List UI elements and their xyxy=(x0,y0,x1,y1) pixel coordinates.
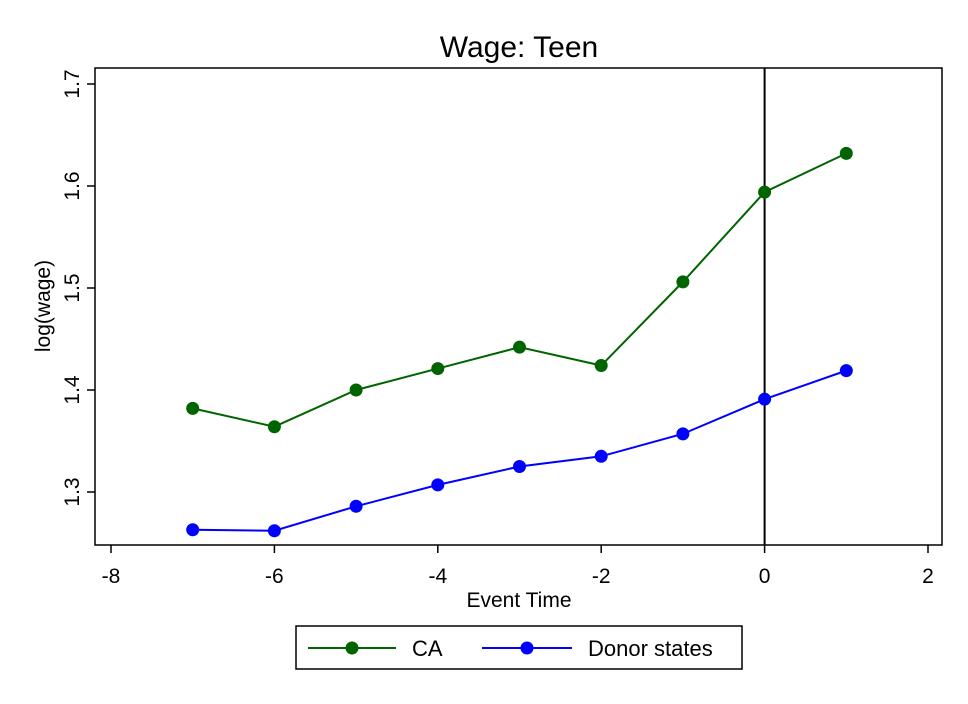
x-tick-label: 0 xyxy=(759,565,771,588)
legend-label: CA xyxy=(412,636,443,661)
y-tick-label: 1.3 xyxy=(61,477,84,506)
series-1-point xyxy=(676,275,690,289)
legend-label: Donor states xyxy=(588,636,713,661)
y-axis-label: log(wage) xyxy=(32,260,55,352)
chart-title: Wage: Teen xyxy=(440,31,598,64)
series-2-point xyxy=(676,427,690,441)
y-tick-label: 1.7 xyxy=(61,69,84,98)
axes: -8 -6 -4 -2 0 2 1.3 1.4 1.5 1.6 1.7 xyxy=(61,68,934,588)
y-tick-label: 1.5 xyxy=(61,273,84,302)
series-2-point xyxy=(186,523,200,537)
x-tick-label: -4 xyxy=(428,565,447,588)
data-marks xyxy=(186,146,853,538)
x-tick-label: -6 xyxy=(265,565,284,588)
x-axis-label: Event Time xyxy=(466,589,571,612)
series-1-point xyxy=(431,362,445,376)
series-2-point xyxy=(431,478,445,492)
x-tick-label: -2 xyxy=(592,565,611,588)
series-2-point xyxy=(267,524,281,538)
y-tick-label: 1.4 xyxy=(61,375,84,405)
series-2-point xyxy=(839,364,853,378)
legend: CA Donor states xyxy=(295,625,743,670)
series-1-point xyxy=(758,185,772,199)
series-2-point xyxy=(758,392,772,406)
legend-swatch-marker xyxy=(345,641,359,655)
series-1-point xyxy=(267,420,281,434)
series-1-point xyxy=(349,383,363,397)
plot-area-frame xyxy=(94,67,943,546)
series-1-point xyxy=(186,401,200,415)
y-tick-label: 1.6 xyxy=(61,171,84,200)
x-tick-label: -8 xyxy=(102,565,121,588)
series-2-point xyxy=(513,460,526,473)
series-2-point xyxy=(349,499,363,513)
series-1-point xyxy=(513,340,526,354)
series-1-point xyxy=(594,359,608,373)
x-tick-label: 2 xyxy=(922,565,934,588)
series-2-point xyxy=(594,449,608,463)
series-1-point xyxy=(839,146,853,160)
legend-swatch-marker xyxy=(520,641,534,655)
